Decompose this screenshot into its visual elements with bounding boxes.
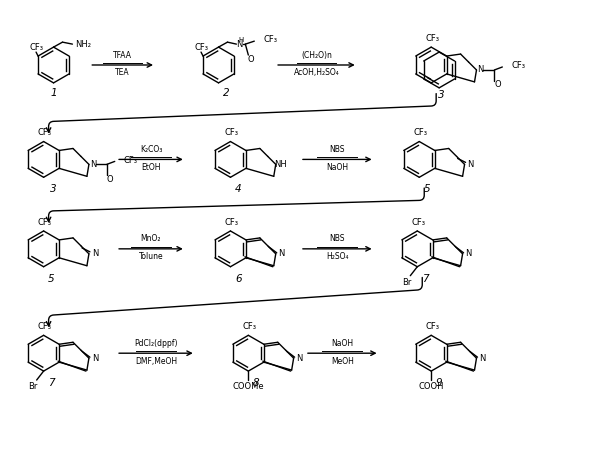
Text: 7: 7 <box>422 273 429 284</box>
Text: 3: 3 <box>50 184 57 194</box>
Text: N: N <box>236 40 243 48</box>
Text: PdCl₂(dppf): PdCl₂(dppf) <box>134 339 178 348</box>
Text: CF₃: CF₃ <box>425 34 439 43</box>
Text: N: N <box>278 249 285 258</box>
Text: MeOH: MeOH <box>331 357 354 365</box>
Text: CF₃: CF₃ <box>37 217 51 226</box>
Text: N: N <box>90 160 96 169</box>
Text: CF₃: CF₃ <box>225 217 239 226</box>
Text: CF₃: CF₃ <box>225 128 239 137</box>
Text: 9: 9 <box>436 378 443 388</box>
Text: O: O <box>247 54 254 63</box>
Text: N: N <box>465 249 472 258</box>
Text: CF₃: CF₃ <box>37 322 51 331</box>
Text: N: N <box>467 160 474 169</box>
Text: CF₃: CF₃ <box>242 322 256 331</box>
Text: MnO₂: MnO₂ <box>141 234 161 243</box>
Text: (CH₂O)n: (CH₂O)n <box>301 51 332 60</box>
Text: CF₃: CF₃ <box>411 217 425 226</box>
Text: 7: 7 <box>48 378 55 388</box>
Text: 5: 5 <box>424 184 431 194</box>
Text: NBS: NBS <box>330 234 345 243</box>
Text: 8: 8 <box>253 378 260 388</box>
Text: CF₃: CF₃ <box>425 322 439 331</box>
Text: CF₃: CF₃ <box>194 43 208 52</box>
Text: 4: 4 <box>235 184 242 194</box>
Text: NH: NH <box>274 160 287 169</box>
Text: 2: 2 <box>223 88 230 98</box>
Text: CF₃: CF₃ <box>37 128 51 137</box>
Text: COOMe: COOMe <box>233 383 264 392</box>
Text: H: H <box>239 37 244 43</box>
Text: CF₃: CF₃ <box>263 35 277 44</box>
Text: TFAA: TFAA <box>113 51 132 60</box>
Text: 3: 3 <box>438 90 445 100</box>
Text: COOH: COOH <box>419 383 444 392</box>
Text: NBS: NBS <box>330 145 345 154</box>
Text: N: N <box>92 354 98 363</box>
Text: 1: 1 <box>50 88 57 98</box>
Text: DMF,MeOH: DMF,MeOH <box>135 357 177 365</box>
Text: Br: Br <box>28 383 37 392</box>
Text: 6: 6 <box>235 273 242 284</box>
Text: Br: Br <box>402 278 411 287</box>
Text: 5: 5 <box>48 273 55 284</box>
Text: N: N <box>477 66 484 75</box>
Text: Tolune: Tolune <box>139 252 163 261</box>
Text: N: N <box>297 354 303 363</box>
Text: N: N <box>92 249 98 258</box>
Text: K₂CO₃: K₂CO₃ <box>140 145 162 154</box>
Text: CF₃: CF₃ <box>413 128 427 137</box>
Text: N: N <box>480 354 486 363</box>
Text: O: O <box>494 80 501 89</box>
Text: AcOH,H₂SO₄: AcOH,H₂SO₄ <box>294 68 339 77</box>
Text: TEA: TEA <box>115 68 130 77</box>
Text: CF₃: CF₃ <box>29 43 43 52</box>
Text: CF₃: CF₃ <box>124 156 138 165</box>
Text: O: O <box>106 175 113 184</box>
Text: EtOH: EtOH <box>141 163 161 172</box>
Text: H₂SO₄: H₂SO₄ <box>326 252 349 261</box>
Text: NH₂: NH₂ <box>76 40 91 48</box>
Text: NaOH: NaOH <box>331 339 353 348</box>
Text: NaOH: NaOH <box>326 163 349 172</box>
Text: CF₃: CF₃ <box>511 62 525 70</box>
